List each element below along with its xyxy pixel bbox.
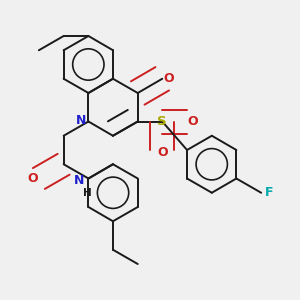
Text: N: N bbox=[74, 173, 85, 187]
Text: F: F bbox=[264, 186, 273, 199]
Text: H: H bbox=[82, 188, 91, 197]
Text: O: O bbox=[163, 72, 174, 85]
Text: O: O bbox=[188, 115, 198, 128]
Text: O: O bbox=[28, 172, 38, 185]
Text: S: S bbox=[158, 115, 167, 128]
Text: N: N bbox=[76, 113, 86, 127]
Text: O: O bbox=[157, 146, 168, 160]
